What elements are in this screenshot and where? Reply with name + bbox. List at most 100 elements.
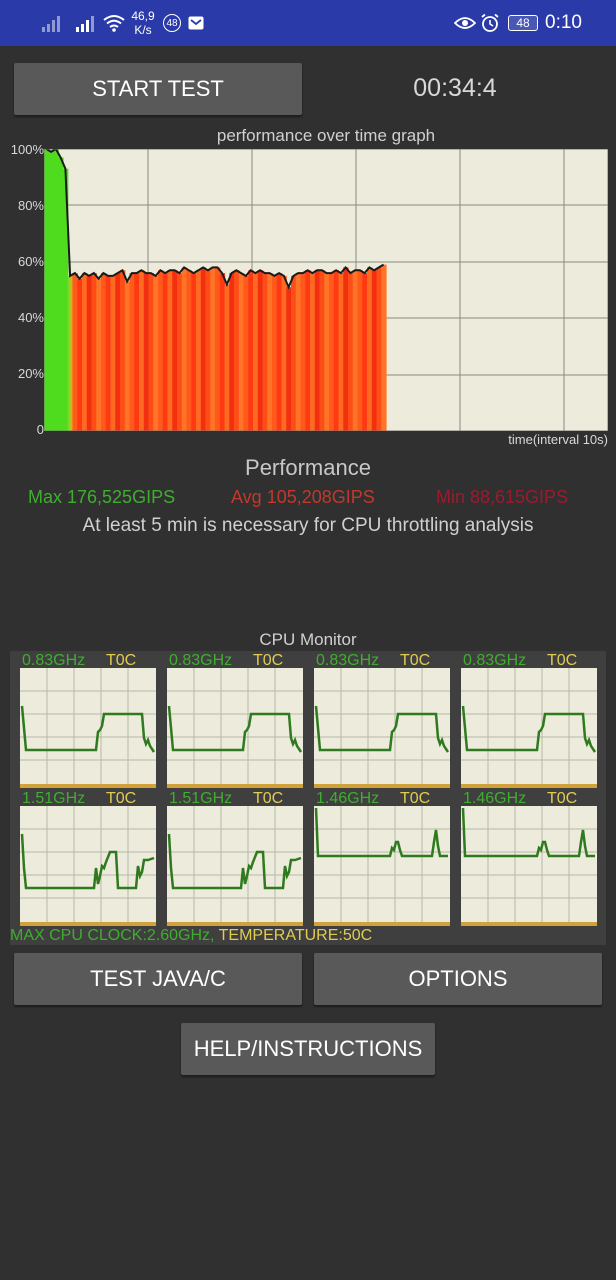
y-tick-20: 20% [17, 366, 44, 381]
core-4-temperature: T0C [547, 652, 578, 669]
graph-bar [110, 275, 116, 431]
max-cpu-clock: MAX CPU CLOCK:2.60GHz, [10, 927, 215, 944]
graph-bar [281, 275, 287, 431]
graph-bar [291, 275, 297, 431]
status-clock: 0:10 [545, 12, 582, 33]
graph-bar [229, 273, 235, 431]
core-7-temperature: T0C [400, 790, 431, 807]
graph-bar [86, 275, 93, 431]
core-6-temperature: T0C [253, 790, 284, 807]
graph-bar [348, 273, 354, 431]
throttling-note: At least 5 min is necessary for CPU thro… [82, 515, 534, 536]
graph-bar [181, 267, 188, 431]
core-5-chart [20, 806, 156, 926]
performance-graph [44, 149, 608, 431]
graph-bar [105, 275, 112, 431]
wifi-icon [102, 0, 126, 46]
core-6-chart [167, 806, 303, 926]
graph-bar [96, 278, 102, 431]
notification-badge: 48 [163, 0, 181, 46]
battery-level: 48 [508, 15, 538, 31]
graph-bars [44, 149, 387, 431]
graph-bar [338, 273, 344, 431]
graph-bar [67, 275, 74, 431]
graph-bar [186, 270, 192, 431]
graph-bar [134, 273, 140, 431]
core-2-frequency: 0.83GHz [169, 652, 233, 669]
start-test-button[interactable]: START TEST [14, 63, 302, 115]
y-tick-0: 0 [36, 422, 44, 437]
eye-icon [454, 0, 476, 46]
test-java-c-button[interactable]: TEST JAVA/C [14, 953, 302, 1005]
max-performance: Max 176,525GIPS [28, 487, 176, 507]
graph-bar [205, 270, 211, 431]
graph-bar [196, 270, 202, 431]
graph-bar [238, 273, 245, 431]
graph-bar [124, 281, 131, 431]
battery-icon: 48 [508, 0, 538, 46]
graph-bar [63, 168, 69, 431]
graph-bar [82, 273, 88, 431]
graph-bar [257, 270, 264, 431]
graph-bar [376, 267, 382, 431]
graph-title: performance over time graph [216, 126, 436, 145]
graph-bar [120, 270, 126, 431]
graph-bar [362, 273, 368, 431]
core-1-temperature: T0C [106, 652, 137, 669]
core-2-temperature: T0C [253, 652, 284, 669]
graph-bar [77, 278, 83, 431]
cpu-monitor-footer: MAX CPU CLOCK:2.60GHz, TEMPERATURE:50C [10, 927, 372, 945]
graph-bar [101, 273, 107, 431]
graph-bar [381, 264, 387, 431]
network-speed: 46,9 K/s [128, 0, 158, 46]
avg-performance: Avg 105,208GIPS [231, 487, 375, 507]
graph-bar [319, 270, 325, 431]
graph-bar [371, 270, 378, 431]
y-tick-80: 80% [17, 198, 44, 213]
graph-bar [158, 270, 164, 431]
graph-bar [91, 273, 97, 431]
core-7-frequency: 1.46GHz [316, 790, 380, 807]
core-8-chart [461, 806, 597, 926]
badge-count: 48 [163, 14, 181, 32]
graph-bar [58, 157, 64, 431]
graph-bar [139, 270, 145, 431]
graph-bar [310, 273, 316, 431]
min-performance: Min 88,615GIPS [436, 487, 569, 507]
core-8-frequency: 1.46GHz [463, 790, 527, 807]
x-axis-label: time(interval 10s) [508, 432, 608, 447]
graph-bar [129, 273, 135, 431]
performance-title: Performance [245, 455, 371, 480]
graph-bar [343, 267, 349, 431]
y-tick-100: 100% [10, 142, 44, 157]
options-button[interactable]: OPTIONS [314, 953, 602, 1005]
graph-bar [224, 284, 230, 431]
graph-bar [262, 273, 268, 431]
graph-bar [72, 273, 78, 431]
graph-bar [234, 270, 240, 431]
graph-bar [300, 273, 306, 431]
core-5-temperature: T0C [106, 790, 137, 807]
cpu-temperature: TEMPERATURE:50C [218, 927, 373, 944]
graph-bar [219, 273, 226, 431]
mail-icon [188, 0, 204, 46]
graph-bar [329, 273, 335, 431]
help-instructions-button[interactable]: HELP/INSTRUCTIONS [181, 1023, 435, 1075]
graph-bar [215, 267, 221, 431]
graph-bar [352, 270, 359, 431]
graph-bar [200, 267, 207, 431]
graph-bar [324, 273, 330, 431]
core-2-chart [167, 668, 303, 788]
cpu-monitor-title: CPU Monitor [259, 630, 357, 649]
graph-bar [286, 287, 292, 431]
core-3-frequency: 0.83GHz [316, 652, 380, 669]
graph-bar [367, 267, 373, 431]
test-timer: 00:34:4 [413, 74, 497, 102]
graph-bar [305, 270, 311, 431]
network-speed-value: 46,9 [131, 9, 155, 23]
graph-bar [143, 273, 150, 431]
graph-bar [314, 270, 321, 431]
graph-bar [167, 270, 173, 431]
graph-bar [53, 149, 59, 431]
core-4-frequency: 0.83GHz [463, 652, 527, 669]
